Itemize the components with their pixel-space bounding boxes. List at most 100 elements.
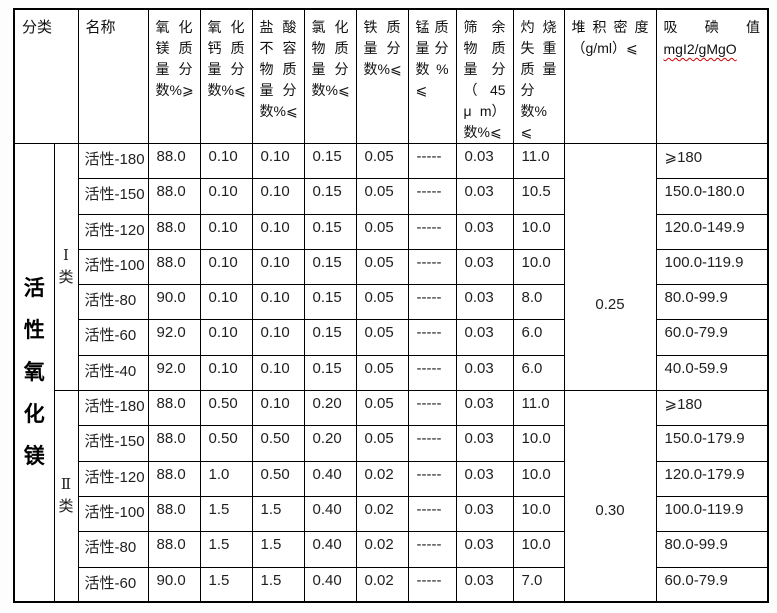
- sieve-cell: 0.03: [455, 566, 514, 603]
- cl-cell: 0.15: [303, 248, 357, 286]
- category-label-cell: 活 性 氧 化 镁: [13, 143, 55, 603]
- product-name-cell: 活性-80: [77, 284, 149, 321]
- cao-cell: 1.5: [199, 531, 253, 568]
- product-name-cell: 活性-150: [77, 425, 149, 462]
- fe-cell: 0.05: [355, 425, 409, 462]
- header-loss-on-ignition: 灼烧失重质量分数% ⩽: [512, 8, 565, 144]
- mgo-cell: 88.0: [147, 460, 201, 497]
- sieve-cell: 0.03: [455, 142, 514, 180]
- product-name-cell: 活性-40: [77, 354, 149, 392]
- hcl-cell: 0.10: [251, 178, 305, 215]
- header-cao-mass-fraction: 氧化钙质量分数%⩽: [199, 8, 253, 144]
- cao-cell: 0.10: [199, 284, 253, 321]
- mn-cell: -----: [407, 460, 457, 497]
- product-name-cell: 活性-180: [77, 142, 149, 180]
- cl-cell: 0.15: [303, 284, 357, 321]
- sieve-cell: 0.03: [455, 354, 514, 392]
- mn-cell: -----: [407, 284, 457, 321]
- mgo-cell: 88.0: [147, 425, 201, 462]
- class-1-label-cell: Ⅰ 类: [53, 142, 79, 392]
- mgo-cell: 88.0: [147, 248, 201, 286]
- fe-cell: 0.02: [355, 566, 409, 603]
- iodine-value-unit: mgI2/gMgO: [663, 41, 737, 57]
- table-row: 活性-100 88.0 0.10 0.10 0.15 0.05 ----- 0.…: [14, 248, 769, 286]
- table-row: Ⅱ 类 活性-180 88.0 0.50 0.10 0.20 0.05 ----…: [14, 390, 769, 603]
- mn-cell: -----: [407, 354, 457, 392]
- loi-cell: 10.5: [512, 178, 565, 215]
- header-iron: 铁质量分数%⩽: [355, 8, 409, 144]
- category-label: 活 性 氧 化 镁: [23, 276, 45, 468]
- product-name-cell: 活性-180: [77, 390, 149, 427]
- table-row: 活性-150 88.0 0.10 0.10 0.15 0.05 ----- 0.…: [14, 178, 769, 215]
- mn-cell: -----: [407, 142, 457, 180]
- iodine-cell: ⩾180: [655, 390, 769, 427]
- fe-cell: 0.05: [355, 319, 409, 356]
- iodine-cell: ⩾180: [655, 142, 769, 180]
- cl-cell: 0.40: [303, 460, 357, 497]
- table-row: 活性-150 88.0 0.50 0.50 0.20 0.05 ----- 0.…: [14, 425, 769, 462]
- header-iodine-value: 吸碘值 mgI2/gMgO: [655, 8, 769, 144]
- hcl-cell: 0.10: [251, 354, 305, 392]
- iodine-cell: 60.0-79.9: [655, 566, 769, 603]
- table-row: 活性-120 88.0 0.10 0.10 0.15 0.05 ----- 0.…: [14, 213, 769, 250]
- density-1-cell: 0.25: [563, 142, 657, 392]
- product-name-cell: 活性-80: [77, 531, 149, 568]
- cao-cell: 0.50: [199, 390, 253, 427]
- header-bulk-density: 堆积密度（g/ml）⩽: [563, 8, 657, 144]
- mgo-cell: 92.0: [147, 319, 201, 356]
- iodine-cell: 80.0-99.9: [655, 531, 769, 568]
- sieve-cell: 0.03: [455, 460, 514, 497]
- mn-cell: -----: [407, 531, 457, 568]
- cl-cell: 0.15: [303, 354, 357, 392]
- hcl-cell: 0.50: [251, 460, 305, 497]
- cao-cell: 0.10: [199, 319, 253, 356]
- fe-cell: 0.05: [355, 284, 409, 321]
- mgo-cell: 88.0: [147, 213, 201, 250]
- fe-cell: 0.02: [355, 460, 409, 497]
- loi-cell: 11.0: [512, 390, 565, 427]
- loi-cell: 7.0: [512, 566, 565, 603]
- loi-cell: 10.0: [512, 531, 565, 568]
- hcl-cell: 1.5: [251, 495, 305, 533]
- hcl-cell: 0.10: [251, 142, 305, 180]
- header-mgo-mass-fraction: 氧化镁质量分数%⩾: [147, 8, 201, 144]
- iodine-cell: 60.0-79.9: [655, 319, 769, 356]
- mgo-cell: 88.0: [147, 142, 201, 180]
- fe-cell: 0.02: [355, 495, 409, 533]
- hcl-cell: 0.10: [251, 390, 305, 427]
- mgo-cell: 90.0: [147, 284, 201, 321]
- cao-cell: 1.0: [199, 460, 253, 497]
- cao-cell: 1.5: [199, 566, 253, 603]
- cl-cell: 0.40: [303, 495, 357, 533]
- header-sieve-residue: 筛余物质量分（45 μ m） 数%⩽: [455, 8, 514, 144]
- table-row: 活性-60 90.0 1.5 1.5 0.40 0.02 ----- 0.03 …: [14, 566, 769, 603]
- header-name: 名称: [77, 8, 149, 144]
- cao-cell: 0.50: [199, 425, 253, 462]
- sieve-cell: 0.03: [455, 178, 514, 215]
- mn-cell: -----: [407, 248, 457, 286]
- density-2-value: 0.30: [595, 501, 625, 519]
- fe-cell: 0.05: [355, 354, 409, 392]
- loi-cell: 10.0: [512, 425, 565, 462]
- iodine-cell: 80.0-99.9: [655, 284, 769, 321]
- fe-cell: 0.05: [355, 248, 409, 286]
- mn-cell: -----: [407, 425, 457, 462]
- cl-cell: 0.15: [303, 178, 357, 215]
- iodine-cell: 40.0-59.9: [655, 354, 769, 392]
- density-2-cell: 0.30: [563, 390, 657, 603]
- table-row: 活性-80 88.0 1.5 1.5 0.40 0.02 ----- 0.03 …: [14, 531, 769, 568]
- product-name-cell: 活性-100: [77, 248, 149, 286]
- cao-cell: 0.10: [199, 213, 253, 250]
- table-row: 活性-120 88.0 1.0 0.50 0.40 0.02 ----- 0.0…: [14, 460, 769, 497]
- header-chloride: 氯化物质量分数%⩽: [303, 8, 357, 144]
- fe-cell: 0.05: [355, 390, 409, 427]
- hcl-cell: 1.5: [251, 566, 305, 603]
- cl-cell: 0.20: [303, 425, 357, 462]
- table-row: 活性-60 92.0 0.10 0.10 0.15 0.05 ----- 0.0…: [14, 319, 769, 356]
- fe-cell: 0.05: [355, 213, 409, 250]
- header-classification: 分类: [13, 8, 79, 144]
- sieve-cell: 0.03: [455, 390, 514, 427]
- iodine-cell: 120.0-149.9: [655, 213, 769, 250]
- cl-cell: 0.15: [303, 319, 357, 356]
- spec-table: 分类 名称 氧化镁质量分数%⩾ 氧化钙质量分数%⩽ 盐酸不容物质量分数%⩽ 氯化…: [13, 8, 770, 604]
